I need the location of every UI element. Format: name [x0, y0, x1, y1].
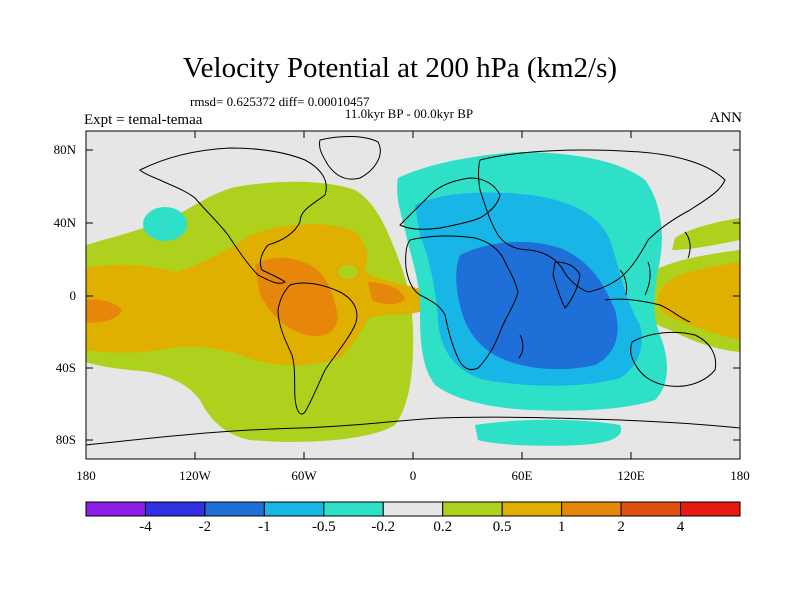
- indonesia-outline: [604, 298, 691, 323]
- lat-label-0: 0: [69, 288, 77, 303]
- asia-outline: [478, 149, 726, 293]
- colorbar-swatch-10: [680, 501, 741, 517]
- contour-negative-1-core: [456, 241, 618, 370]
- lon-label-180W: 180: [76, 468, 96, 483]
- contour-negative-0.2-south: [475, 419, 622, 446]
- colorbar-swatch-1: [144, 501, 206, 517]
- colorbar-label: -0.2: [371, 519, 396, 535]
- colorbar-label: -0.5: [311, 519, 336, 535]
- colorbar-swatch-4: [323, 501, 384, 517]
- contour-positive-0.5-east: [657, 262, 740, 340]
- lon-label-60W: 60W: [291, 468, 317, 483]
- colorbar-swatch-7: [501, 501, 563, 517]
- contour-positive-0.2-east: [672, 218, 740, 250]
- lat-label-80S: 80S: [55, 432, 76, 447]
- experiment-label: Expt = temal-temaa: [84, 112, 203, 128]
- lat-label-80N: 80N: [53, 142, 76, 157]
- europe-outline: [399, 177, 501, 230]
- contour-positive-1-atl: [368, 282, 405, 305]
- colorbar-swatch-0: [85, 501, 146, 517]
- colorbar-swatch-2: [204, 501, 265, 517]
- colorbar-swatch-5: [382, 501, 444, 517]
- colorbar-label: -4: [139, 519, 152, 535]
- colorbar-label: 0.2: [433, 519, 453, 535]
- colorbar: [85, 501, 741, 517]
- coastlines: [86, 136, 740, 446]
- contour-field: [86, 152, 740, 446]
- colorbar-swatch-6: [442, 501, 503, 517]
- lat-label-40S: 40S: [55, 360, 76, 375]
- colorbar-label: 4: [676, 519, 685, 535]
- period-line: 11.0kyr BP - 00.0kyr BP: [344, 106, 474, 121]
- colorbar-swatch-8: [561, 501, 622, 517]
- colorbar-label: -1: [258, 519, 271, 535]
- colorbar-label: 0.5: [492, 519, 512, 535]
- plot-title: Velocity Potential at 200 hPa (km2/s): [182, 52, 618, 84]
- colorbar-swatch-3: [263, 501, 325, 517]
- colorbar-swatch-9: [620, 501, 682, 517]
- lon-label-120E: 120E: [617, 468, 645, 483]
- contour-negative-0.2-pacific: [143, 207, 187, 241]
- colorbar-label: 2: [617, 519, 625, 535]
- lon-label-180E: 180: [730, 468, 750, 483]
- north-america-outline: [139, 147, 327, 284]
- contour-positive-1-core: [255, 257, 338, 337]
- contour-positive-1-west: [86, 299, 122, 323]
- lat-tick-marks: [86, 149, 740, 441]
- colorbar-label: -2: [198, 519, 212, 535]
- lon-tick-marks: [85, 131, 632, 459]
- lat-label-40N: 40N: [53, 215, 76, 230]
- lon-label-0: 0: [409, 468, 417, 483]
- india-outline: [552, 261, 581, 309]
- season-label: ANN: [709, 110, 743, 126]
- contour-positive-0.5: [86, 224, 425, 366]
- stats-line: rmsd= 0.625372 diff= 0.00010457: [190, 94, 370, 109]
- lon-label-120W: 120W: [179, 468, 211, 483]
- south-america-outline: [277, 282, 358, 415]
- antarctica-outline: [86, 416, 740, 446]
- australia-outline: [630, 331, 717, 387]
- lon-label-60E: 60E: [511, 468, 533, 483]
- africa-outline: [405, 235, 519, 371]
- greenland-outline: [319, 136, 381, 180]
- colorbar-label: 1: [557, 519, 566, 535]
